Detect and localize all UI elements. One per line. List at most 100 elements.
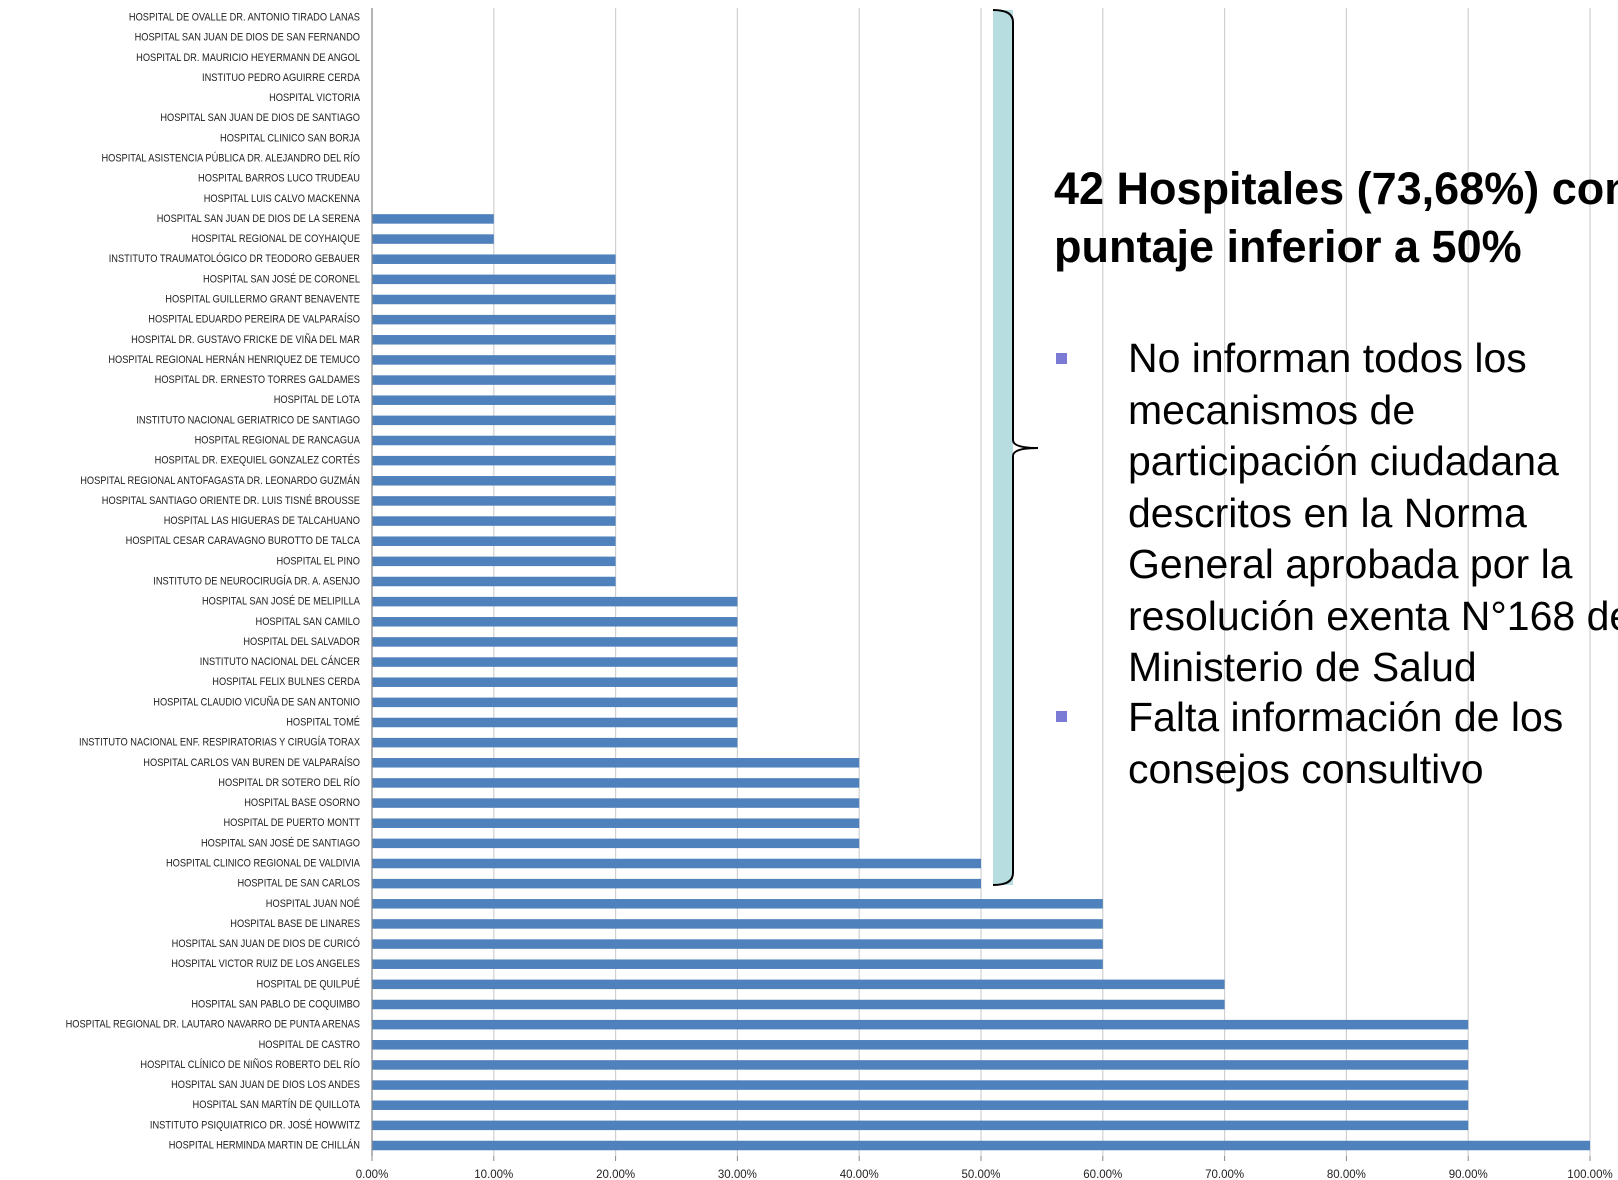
y-tick-label: HOSPITAL SAN JUAN DE DIOS DE SANTIAGO	[160, 112, 360, 124]
y-tick-label: HOSPITAL DR. GUSTAVO FRICKE DE VIÑA DEL …	[131, 332, 360, 346]
y-tick-label: INSTITUTO DE NEUROCIRUGÍA DR. A. ASENJO	[153, 574, 360, 588]
bar	[372, 254, 616, 264]
bar	[372, 375, 616, 385]
y-tick-label: HOSPITAL SAN JUAN DE DIOS DE CURICÓ	[172, 936, 360, 950]
y-tick-label: HOSPITAL DE OVALLE DR. ANTONIO TIRADO LA…	[129, 12, 360, 24]
y-tick-label: INSTITUTO TRAUMATOLÓGICO DR TEODORO GEBA…	[109, 251, 360, 265]
y-tick-label: HOSPITAL REGIONAL ANTOFAGASTA DR. LEONAR…	[80, 473, 360, 487]
category-labels: HOSPITAL DE OVALLE DR. ANTONIO TIRADO LA…	[66, 12, 361, 1152]
bullet-marker	[1056, 353, 1067, 364]
y-tick-label: HOSPITAL SAN JUAN DE DIOS DE LA SERENA	[157, 213, 360, 225]
y-tick-label: INSTITUTO NACIONAL ENF. RESPIRATORIAS Y …	[79, 735, 360, 749]
y-tick-label: HOSPITAL DE LOTA	[274, 394, 360, 406]
y-tick-label: HOSPITAL DE SAN CARLOS	[237, 878, 360, 890]
x-tick-label: 100.00%	[1567, 1169, 1612, 1180]
bar	[372, 1080, 1469, 1090]
bar	[372, 778, 860, 788]
y-tick-label: INSTITUTO NACIONAL DEL CÁNCER	[200, 654, 360, 668]
y-tick-label: HOSPITAL DE QUILPUÉ	[257, 976, 361, 990]
bar	[372, 899, 1103, 909]
bar	[372, 999, 1225, 1010]
bar	[372, 234, 494, 244]
y-tick-label: HOSPITAL EDUARDO PEREIRA DE VALPARAÍSO	[148, 312, 360, 326]
y-tick-label: HOSPITAL LAS HIGUERAS DE TALCAHUANO	[164, 515, 360, 527]
y-tick-label: HOSPITAL DR. EXEQUIEL GONZALEZ CORTÉS	[155, 453, 360, 467]
bar	[372, 415, 616, 426]
y-tick-label: HOSPITAL EL PINO	[276, 556, 360, 568]
x-tick-label: 70.00%	[1205, 1169, 1244, 1180]
y-tick-label: HOSPITAL REGIONAL DR. LAUTARO NAVARRO DE…	[66, 1019, 360, 1031]
bar	[372, 596, 738, 607]
bar	[372, 939, 1103, 949]
y-tick-label: HOSPITAL CESAR CARAVAGNO BUROTTO DE TALC…	[126, 535, 360, 547]
y-tick-label: HOSPITAL ASISTENCIA PÚBLICA DR. ALEJANDR…	[101, 151, 360, 165]
y-tick-label: INSTITUTO PSIQUIATRICO DR. JOSÉ HOWWITZ	[150, 1117, 360, 1131]
bar	[372, 758, 860, 768]
bar	[372, 395, 616, 405]
y-tick-label: HOSPITAL DEL SALVADOR	[243, 636, 360, 648]
bars	[372, 214, 1590, 1151]
annotation-bullet: No informan todos los mecanismos de part…	[1128, 335, 1618, 690]
bar	[372, 617, 738, 627]
annotation-bullet: Falta información de los consejos consul…	[1128, 694, 1564, 792]
bar	[372, 355, 616, 365]
bar	[372, 657, 738, 667]
bar	[372, 1100, 1469, 1110]
bar	[372, 556, 616, 567]
y-tick-label: HOSPITAL REGIONAL DE RANCAGUA	[195, 435, 360, 447]
bar	[372, 455, 616, 466]
y-tick-label: HOSPITAL SANTIAGO ORIENTE DR. LUIS TISNÉ…	[102, 493, 360, 507]
y-tick-label: HOSPITAL TOMÉ	[286, 715, 360, 729]
y-tick-label: HOSPITAL DR. ERNESTO TORRES GALDAMES	[155, 374, 360, 386]
bar	[372, 637, 738, 647]
bar	[372, 697, 738, 708]
x-tick-label: 10.00%	[474, 1169, 513, 1180]
bar	[372, 818, 860, 828]
y-tick-label: HOSPITAL GUILLERMO GRANT BENAVENTE	[165, 294, 360, 306]
y-tick-label: HOSPITAL DE CASTRO	[259, 1039, 360, 1051]
y-tick-label: HOSPITAL VICTORIA	[269, 92, 360, 104]
x-tick-label: 90.00%	[1449, 1169, 1488, 1180]
bar	[372, 677, 738, 687]
y-tick-label: HOSPITAL FELIX BULNES CERDA	[212, 676, 360, 688]
bar	[372, 576, 616, 587]
y-tick-label: HOSPITAL CARLOS VAN BUREN DE VALPARAÍSO	[143, 755, 360, 769]
bar	[372, 1060, 1469, 1070]
bar	[372, 737, 738, 748]
brace	[992, 9, 1039, 886]
bar	[372, 476, 616, 486]
y-tick-label: HOSPITAL SAN JOSÉ DE CORONEL	[203, 271, 360, 285]
bar	[372, 214, 494, 224]
y-tick-label: HOSPITAL SAN JUAN DE DIOS DE SAN FERNAND…	[135, 32, 360, 44]
bullet-marker	[1056, 711, 1067, 722]
y-tick-label: HOSPITAL SAN JOSÉ DE SANTIAGO	[201, 835, 360, 849]
bar	[372, 717, 738, 728]
y-tick-label: INSTITUTO NACIONAL GERIATRICO DE SANTIAG…	[136, 415, 360, 427]
y-tick-label: HOSPITAL JUAN NOÉ	[266, 896, 360, 910]
y-tick-label: HOSPITAL CLÍNICO DE NIÑOS ROBERTO DEL RÍ…	[140, 1057, 360, 1071]
y-tick-label: HOSPITAL DR. MAURICIO HEYERMANN DE ANGOL	[136, 52, 360, 64]
y-tick-label: HOSPITAL CLINICO SAN BORJA	[220, 133, 360, 145]
bar	[372, 314, 616, 325]
y-tick-label: HOSPITAL BASE DE LINARES	[230, 918, 360, 930]
y-tick-label: HOSPITAL BASE OSORNO	[244, 797, 360, 809]
y-tick-label: HOSPITAL SAN PABLO DE COQUIMBO	[191, 999, 360, 1011]
y-tick-label: HOSPITAL SAN JOSÉ DE MELIPILLA	[202, 594, 360, 608]
bar	[372, 919, 1103, 929]
x-tick-label: 0.00%	[356, 1169, 389, 1180]
x-tick-label: 30.00%	[718, 1169, 757, 1180]
bar	[372, 1019, 1469, 1030]
y-tick-label: HOSPITAL DR SOTERO DEL RÍO	[218, 775, 360, 789]
x-tick-label: 20.00%	[596, 1169, 635, 1180]
bar	[372, 1040, 1469, 1050]
y-tick-label: HOSPITAL HERMINDA MARTIN DE CHILLÁN	[169, 1138, 360, 1152]
bar	[372, 1140, 1590, 1151]
bar	[372, 798, 860, 808]
bar	[372, 858, 981, 869]
y-tick-label: HOSPITAL SAN JUAN DE DIOS LOS ANDES	[171, 1079, 360, 1091]
highlight-band	[993, 10, 1013, 885]
y-tick-label: HOSPITAL REGIONAL HERNÁN HENRIQUEZ DE TE…	[108, 352, 360, 366]
y-tick-label: HOSPITAL VICTOR RUIZ DE LOS ANGELES	[171, 958, 360, 970]
bar	[372, 335, 616, 345]
bar	[372, 959, 1103, 969]
